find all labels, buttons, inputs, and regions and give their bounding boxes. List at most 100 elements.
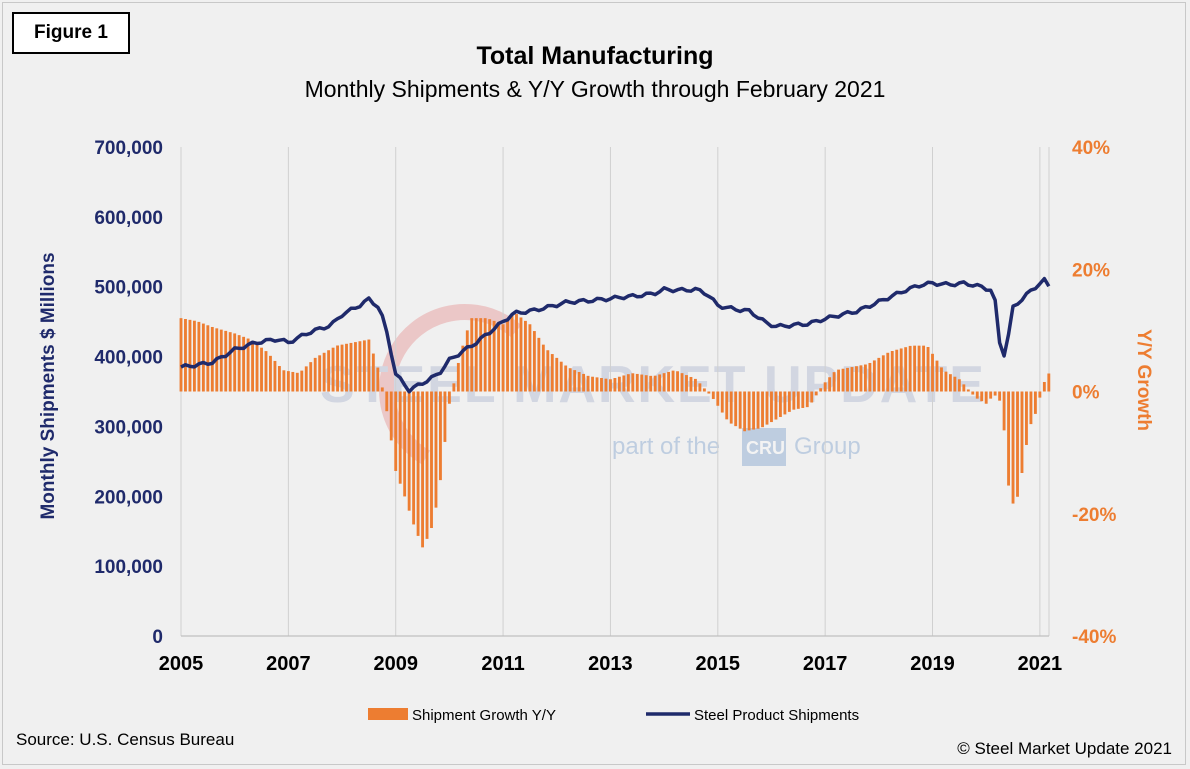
growth-bar	[327, 350, 331, 392]
growth-bar	[251, 340, 254, 392]
growth-bar	[340, 344, 344, 392]
growth-bar	[591, 376, 594, 392]
growth-bar	[362, 340, 366, 392]
y-left-tick-label: 500,000	[94, 278, 163, 299]
watermark-logo-box	[742, 428, 786, 466]
y-left-tick-label: 700,000	[94, 138, 163, 159]
growth-bar	[649, 375, 653, 392]
y-left-axis-title: Monthly Shipments $ Millions	[38, 252, 59, 519]
growth-bar	[720, 391, 724, 413]
growth-bar	[908, 345, 912, 392]
growth-bar	[895, 349, 899, 392]
y-left-tick-label: 400,000	[94, 348, 163, 369]
growth-bar	[197, 321, 201, 392]
legend-bar-swatch	[368, 708, 408, 720]
legend-bar-label: Shipment Growth Y/Y	[412, 707, 556, 724]
growth-bar	[729, 391, 733, 424]
growth-bar	[694, 378, 697, 392]
growth-bar	[711, 391, 715, 399]
growth-bar	[792, 391, 796, 410]
y-left-tick-label: 0	[152, 627, 163, 648]
growth-bar	[940, 367, 943, 392]
growth-bar	[778, 391, 782, 417]
growth-bar	[899, 348, 903, 392]
y-left-tick-label: 600,000	[94, 208, 163, 229]
growth-bar	[291, 371, 295, 392]
growth-bar	[282, 370, 286, 392]
growth-bar	[224, 330, 228, 392]
growth-bar	[917, 345, 921, 392]
growth-bar	[1020, 391, 1024, 473]
growth-bar	[626, 374, 630, 392]
growth-bar	[537, 337, 541, 392]
axes: 2005 2007 2009 2011 2013 2015 2017 2019 2021 0 100…	[94, 138, 1116, 675]
growth-bar	[434, 391, 438, 508]
growth-bar	[1038, 391, 1042, 398]
growth-bar	[546, 350, 550, 392]
growth-bar	[532, 331, 536, 392]
growth-bar	[998, 391, 1002, 401]
watermark-tagline-pre: part of the	[612, 433, 720, 460]
copyright-note: © Steel Market Update 2021	[957, 739, 1172, 758]
growth-bar	[412, 391, 416, 525]
growth-bar	[796, 391, 800, 409]
growth-bar	[890, 351, 894, 392]
growth-bar	[881, 355, 885, 392]
growth-bar	[667, 371, 671, 392]
growth-bar	[447, 391, 451, 404]
growth-bar	[452, 383, 456, 392]
growth-bar	[483, 318, 487, 392]
growth-bar	[765, 391, 769, 425]
growth-bar	[269, 355, 272, 392]
growth-bar	[783, 391, 787, 415]
growth-bar	[653, 375, 657, 392]
growth-bar	[635, 373, 639, 392]
growth-bar	[837, 369, 840, 392]
growth-bar	[698, 383, 702, 392]
x-tick-label: 2021	[1018, 653, 1063, 675]
growth-bar	[1016, 391, 1019, 497]
growth-bar	[582, 373, 586, 392]
y-right-tick-label: 0%	[1072, 383, 1100, 404]
growth-bar	[443, 391, 447, 442]
growth-bar	[501, 324, 505, 392]
growth-bar	[497, 322, 501, 392]
growth-bar	[846, 367, 849, 392]
growth-bar	[716, 391, 720, 406]
growth-bar	[524, 320, 527, 392]
growth-bar	[380, 387, 384, 392]
growth-bar	[394, 391, 398, 471]
y-right-tick-label: 20%	[1072, 260, 1110, 281]
x-tick-label: 2013	[588, 653, 633, 675]
y-right-tick-label: -20%	[1072, 505, 1116, 526]
growth-bar	[752, 391, 756, 430]
growth-bar	[676, 371, 679, 392]
growth-bar	[957, 379, 961, 392]
growth-bar	[559, 361, 563, 392]
y-right-axis-title: Y/Y Growth	[1133, 329, 1154, 431]
growth-bar	[425, 391, 429, 539]
growth-bar	[814, 391, 818, 396]
growth-bar	[506, 319, 509, 392]
growth-bar	[935, 360, 939, 392]
growth-bar	[734, 391, 738, 427]
growth-bar	[868, 362, 872, 392]
watermark: STEEL MARKET UPDATE part of the CRU Grou…	[320, 304, 984, 476]
growth-bar	[192, 320, 196, 392]
growth-bar	[828, 377, 832, 392]
growth-bar	[264, 351, 268, 392]
growth-bar	[286, 371, 290, 392]
growth-bar	[948, 374, 952, 392]
growth-bar	[671, 370, 675, 392]
growth-bar	[465, 330, 469, 392]
growth-bar	[640, 374, 644, 392]
growth-bar	[345, 343, 348, 392]
growth-bar	[913, 345, 917, 392]
chart-subtitle: Monthly Shipments & Y/Y Growth through F…	[305, 76, 886, 102]
growth-bar	[322, 352, 326, 392]
growth-bar	[206, 325, 210, 392]
growth-bar	[389, 391, 393, 441]
growth-bar	[407, 391, 411, 511]
growth-bar	[841, 368, 845, 392]
growth-bar	[832, 372, 836, 392]
